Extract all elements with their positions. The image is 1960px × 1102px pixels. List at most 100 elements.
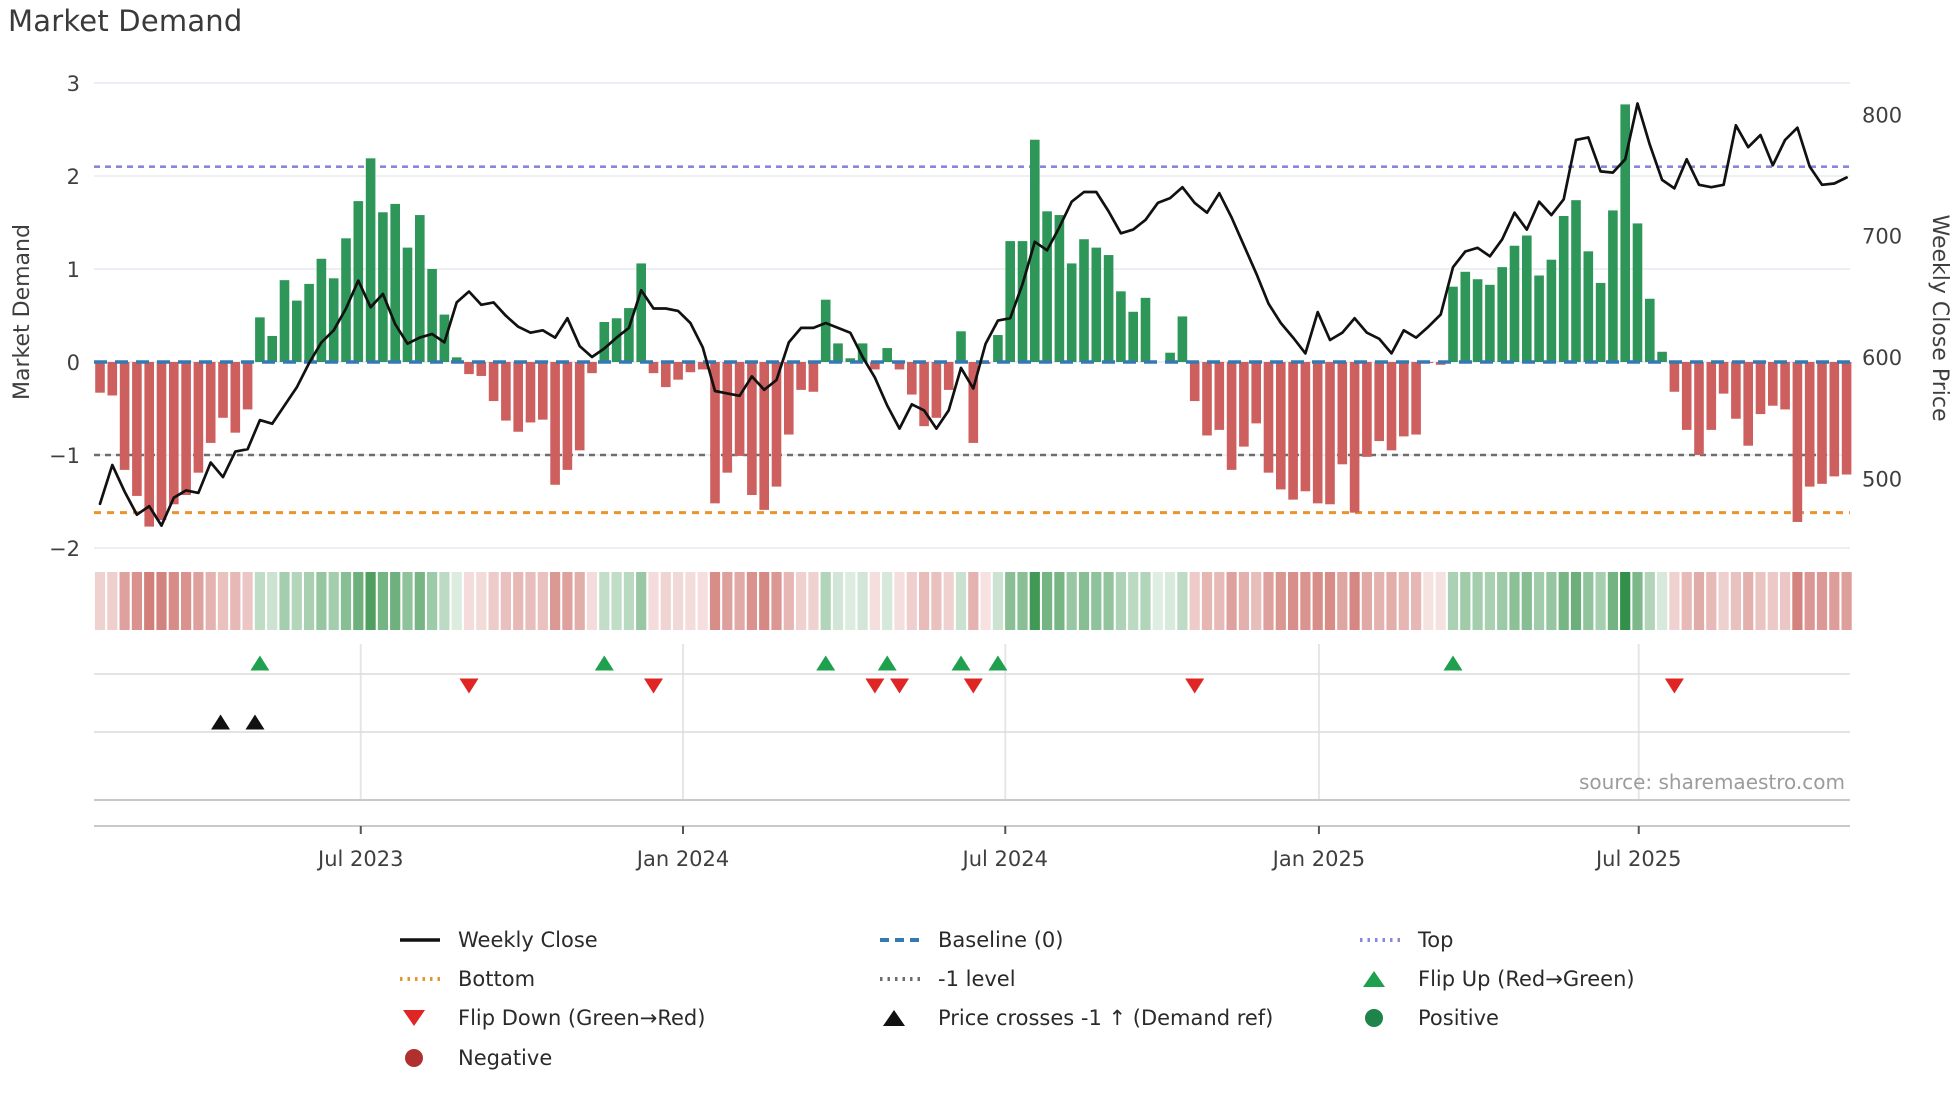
legend-price-cross-label: Price crosses -1 ↑ (Demand ref) xyxy=(938,1006,1274,1030)
heatmap-cell xyxy=(1570,572,1582,630)
heatmap-cell xyxy=(476,572,487,630)
heatmap-cell xyxy=(734,572,745,630)
heatmap-cell xyxy=(550,572,561,630)
heatmap-cell xyxy=(414,572,425,630)
source-note: source: sharemaestro.com xyxy=(1579,770,1845,794)
heatmap-cell xyxy=(1767,572,1778,630)
heatmap-cell xyxy=(1780,572,1791,630)
flip-down-marker xyxy=(865,678,885,694)
heatmap-cell xyxy=(1054,572,1065,630)
flip-up-marker xyxy=(877,655,897,671)
legend-bottom-marker-icon xyxy=(400,977,440,981)
demand-bar xyxy=(759,362,769,510)
heatmap-cell xyxy=(1730,572,1741,630)
y-tick-label-right: 600 xyxy=(1862,346,1902,370)
heatmap-cell xyxy=(1472,572,1483,630)
legend-minus-one-label: -1 level xyxy=(938,967,1016,991)
demand-bar xyxy=(919,362,929,427)
demand-bar xyxy=(1485,284,1495,362)
heatmap-cell xyxy=(685,572,696,630)
heatmap-cell xyxy=(636,572,647,630)
heatmap-cell xyxy=(673,572,684,630)
heatmap-cell xyxy=(611,572,622,630)
heatmap-cell xyxy=(1607,572,1618,630)
heatmap-cell xyxy=(980,572,991,630)
heatmap-cell xyxy=(1583,572,1594,630)
demand-bar xyxy=(378,212,388,362)
demand-bar xyxy=(267,335,277,362)
heatmap-cell xyxy=(1423,572,1434,630)
heatmap-cell xyxy=(1374,572,1385,630)
legend-top-label: Top xyxy=(1418,928,1454,952)
demand-bar xyxy=(1632,223,1643,362)
heatmap-cell xyxy=(1226,572,1237,630)
demand-bar xyxy=(1189,362,1200,402)
heatmap-cell xyxy=(500,572,511,630)
demand-bar xyxy=(1362,362,1372,457)
legend-bottom-label: Bottom xyxy=(458,967,536,991)
heatmap-cell xyxy=(1558,572,1569,630)
heatmap-cell xyxy=(1706,572,1717,630)
heatmap-cell xyxy=(796,572,807,630)
demand-bar xyxy=(525,362,536,423)
heatmap-cell xyxy=(1644,572,1655,630)
demand-bar xyxy=(341,238,351,362)
demand-bar xyxy=(931,362,942,418)
heatmap-cell xyxy=(1509,572,1520,630)
x-tick-label: Jul 2024 xyxy=(961,847,1048,871)
demand-bar xyxy=(710,362,720,504)
heatmap-cell xyxy=(1595,572,1606,630)
heatmap-cell xyxy=(1312,572,1323,630)
demand-bar xyxy=(1288,362,1298,500)
demand-bar xyxy=(1448,286,1458,362)
heatmap-cell xyxy=(402,572,413,630)
heatmap-cell xyxy=(144,572,155,630)
demand-bar xyxy=(673,362,683,380)
heatmap-cell xyxy=(1632,572,1643,630)
demand-bar xyxy=(1718,362,1729,394)
demand-bar xyxy=(1312,362,1323,504)
demand-bar xyxy=(624,308,634,362)
legend-flip-down: Flip Down (Green→Red) xyxy=(398,1003,705,1033)
heatmap-cell xyxy=(1324,572,1336,630)
heatmap-cell xyxy=(931,572,942,630)
demand-bar xyxy=(1066,263,1077,362)
legend-negative: Negative xyxy=(398,1043,552,1073)
heatmap-cell xyxy=(316,572,327,630)
heatmap-cell xyxy=(1201,572,1213,630)
heatmap-cell xyxy=(746,572,757,630)
demand-bar xyxy=(611,318,622,362)
demand-bar xyxy=(513,362,523,432)
demand-bar xyxy=(1276,362,1286,490)
demand-bar xyxy=(1079,239,1089,362)
demand-bar xyxy=(255,317,265,362)
demand-bar xyxy=(1768,362,1778,406)
demand-bar xyxy=(390,203,400,362)
legend-baseline: Baseline (0) xyxy=(878,925,1063,955)
heatmap-cell xyxy=(599,572,610,630)
flip-down-marker xyxy=(644,678,663,694)
heatmap-cell xyxy=(365,572,376,630)
demand-bar xyxy=(1534,275,1544,362)
demand-bar xyxy=(1337,362,1348,465)
heatmap-cell xyxy=(94,572,106,630)
heatmap-cell xyxy=(1620,572,1631,630)
heatmap-cell xyxy=(1091,572,1102,630)
heatmap-cell xyxy=(205,572,216,630)
heatmap-cell xyxy=(242,572,253,630)
legend-minus-one-marker-icon xyxy=(880,977,920,981)
heatmap-cell xyxy=(427,572,438,630)
demand-bar xyxy=(1620,104,1630,362)
demand-bar xyxy=(1497,267,1507,362)
demand-bar xyxy=(956,331,966,362)
flip-up-marker xyxy=(250,655,270,671)
demand-bar xyxy=(1706,362,1717,430)
demand-bar xyxy=(993,335,1003,362)
heatmap-cell xyxy=(1300,572,1311,630)
heatmap-cell xyxy=(1669,572,1680,630)
legend-flip-down-glyph xyxy=(403,1010,425,1026)
y-tick-label-left: 0 xyxy=(67,351,80,375)
heatmap-cell xyxy=(107,572,118,630)
demand-bar xyxy=(193,362,204,473)
demand-bar xyxy=(1522,235,1532,362)
